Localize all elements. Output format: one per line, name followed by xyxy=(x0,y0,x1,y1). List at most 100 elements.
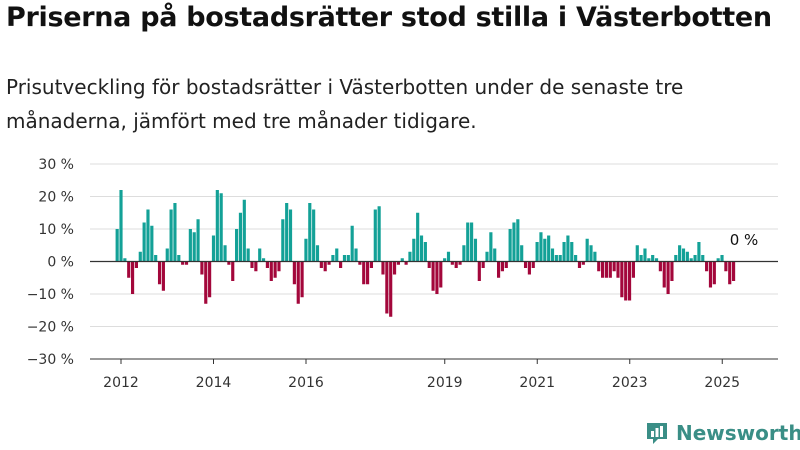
bar xyxy=(689,258,693,262)
bar xyxy=(238,212,243,262)
bar xyxy=(269,261,273,281)
bar xyxy=(705,261,709,272)
bar xyxy=(724,261,728,272)
bar xyxy=(119,190,123,262)
bar xyxy=(712,261,716,285)
bar xyxy=(115,229,119,262)
bar xyxy=(362,261,366,285)
x-tick-label: 2019 xyxy=(427,375,463,391)
bar xyxy=(296,261,300,304)
chart-subtitle: Prisutveckling för bostadsrätter i Väste… xyxy=(6,75,684,133)
bar xyxy=(173,203,177,262)
bar xyxy=(292,261,296,285)
x-tick-label: 2025 xyxy=(704,375,740,391)
bar xyxy=(616,261,620,278)
bar xyxy=(192,232,196,262)
bar xyxy=(184,261,189,265)
bar xyxy=(235,229,239,262)
bar xyxy=(458,261,462,265)
bar xyxy=(500,261,504,272)
bar xyxy=(169,209,173,262)
bar xyxy=(493,248,497,262)
y-axis-ticks: 30 % 20 % 10 % 0 % −10 % −20 % −30 % xyxy=(27,157,74,368)
axes xyxy=(90,260,778,360)
bar xyxy=(142,222,146,262)
bar xyxy=(593,251,597,262)
bar xyxy=(604,261,609,278)
logo-text: Newsworthy xyxy=(676,421,800,445)
bar xyxy=(400,258,404,262)
bar xyxy=(462,245,466,262)
bar xyxy=(577,261,582,268)
bar xyxy=(181,261,185,265)
bar xyxy=(208,261,212,298)
bar xyxy=(146,209,150,262)
bar xyxy=(315,245,320,262)
bar xyxy=(585,238,589,262)
bar xyxy=(697,242,701,262)
bar xyxy=(485,251,489,262)
bar xyxy=(288,209,293,262)
bar xyxy=(728,261,732,285)
chart-title: Priserna på bostadsrätter stod stilla i … xyxy=(6,2,772,33)
bar xyxy=(123,258,127,262)
bar xyxy=(246,248,250,262)
bar xyxy=(639,255,643,262)
bar xyxy=(597,261,601,272)
bar xyxy=(188,229,192,262)
bar xyxy=(416,212,420,262)
bar xyxy=(130,261,135,294)
bar xyxy=(631,261,635,278)
bar xyxy=(454,261,458,268)
bar xyxy=(423,242,427,262)
bar xyxy=(720,255,724,262)
bar xyxy=(392,261,397,275)
bars xyxy=(115,190,736,317)
bar xyxy=(550,248,555,262)
bar xyxy=(281,219,285,262)
bar xyxy=(512,222,516,262)
x-axis-ticks: 2012 2014 2016 2019 2021 2023 2025 xyxy=(103,359,740,391)
bar xyxy=(685,251,689,262)
bar xyxy=(377,206,381,262)
bar xyxy=(250,261,254,268)
bar xyxy=(312,209,316,262)
bar xyxy=(446,251,451,262)
bar xyxy=(608,261,612,278)
bar xyxy=(200,261,204,275)
bar xyxy=(670,261,674,281)
y-tick-label: 0 % xyxy=(47,255,74,271)
bar xyxy=(408,251,412,262)
bar xyxy=(666,261,670,294)
bar xyxy=(273,261,277,278)
bar xyxy=(612,261,616,272)
bar xyxy=(589,245,593,262)
bar xyxy=(439,261,443,288)
x-tick-label: 2023 xyxy=(612,375,648,391)
bar xyxy=(427,261,431,268)
bar xyxy=(342,255,347,262)
bar xyxy=(635,245,639,262)
bar xyxy=(308,203,312,262)
bar xyxy=(358,261,362,265)
y-tick-label: −30 % xyxy=(27,352,74,368)
bar xyxy=(265,261,269,268)
bar xyxy=(150,225,154,262)
bar xyxy=(354,248,358,262)
y-tick-label: 30 % xyxy=(38,157,74,173)
bar xyxy=(701,255,705,262)
bar xyxy=(477,261,481,281)
bar xyxy=(496,261,501,278)
bar xyxy=(165,248,169,262)
bar xyxy=(138,251,142,262)
bar xyxy=(304,238,308,262)
bar xyxy=(681,248,686,262)
bar xyxy=(489,232,493,262)
bar xyxy=(223,245,227,262)
bar xyxy=(339,261,343,268)
bar xyxy=(547,235,551,262)
bar xyxy=(204,261,208,304)
bar xyxy=(211,235,216,262)
bar xyxy=(558,255,562,262)
bar xyxy=(574,255,578,262)
